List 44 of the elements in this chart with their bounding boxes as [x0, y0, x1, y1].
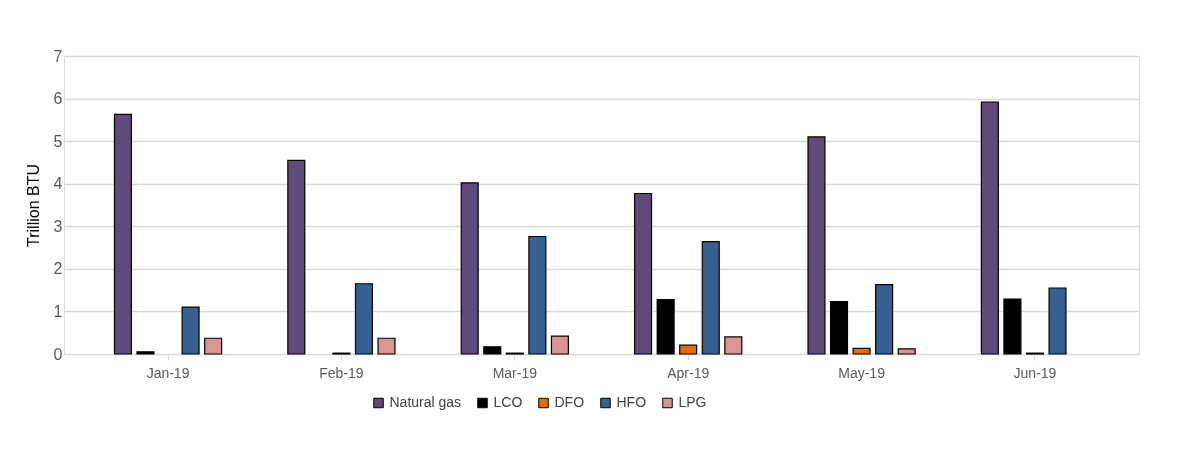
bar: [483, 346, 502, 355]
y-tick-label: 6: [53, 90, 63, 108]
y-tick-label: 4: [53, 175, 63, 193]
bar: [679, 344, 698, 355]
bar: [181, 306, 200, 355]
bar: [875, 284, 894, 355]
bar: [1003, 298, 1022, 355]
bar: [113, 113, 132, 355]
bar: [852, 347, 871, 355]
x-tick-label: Jan-19: [146, 364, 190, 381]
x-tick-label: Apr-19: [667, 364, 710, 381]
bar: [550, 335, 569, 355]
legend-label: Natural gas: [389, 394, 462, 410]
bar: [829, 301, 849, 355]
y-tick-label: 2: [53, 260, 63, 278]
bar: [136, 351, 155, 355]
bar: [460, 182, 479, 355]
bar: [897, 348, 916, 355]
y-tick-label: 1: [53, 302, 63, 320]
legend-label: LPG: [678, 394, 707, 410]
bar: [204, 337, 223, 355]
legend-label: HFO: [616, 394, 647, 410]
bar: [354, 283, 374, 355]
y-axis-title: Trillion BTU: [24, 164, 42, 247]
bar: [701, 241, 720, 355]
legend-label: LCO: [493, 394, 523, 410]
bar: [980, 101, 999, 355]
bar: [287, 159, 306, 355]
bar: [1048, 287, 1067, 355]
x-tick-label: Mar-19: [492, 364, 538, 381]
bar: [724, 336, 743, 355]
y-tick-label: 0: [53, 345, 63, 363]
bar: [634, 192, 653, 355]
bar: [528, 235, 547, 355]
x-tick-label: Feb-19: [319, 364, 364, 381]
legend-label: DFO: [554, 394, 585, 410]
bar: [807, 136, 826, 355]
x-tick-label: May-19: [838, 364, 886, 381]
bar: [656, 298, 675, 355]
y-tick-label: 7: [53, 47, 63, 65]
bar: [377, 337, 396, 355]
y-tick-label: 3: [53, 217, 63, 235]
x-tick-label: Jun-19: [1013, 364, 1057, 381]
y-tick-label: 5: [53, 132, 63, 150]
